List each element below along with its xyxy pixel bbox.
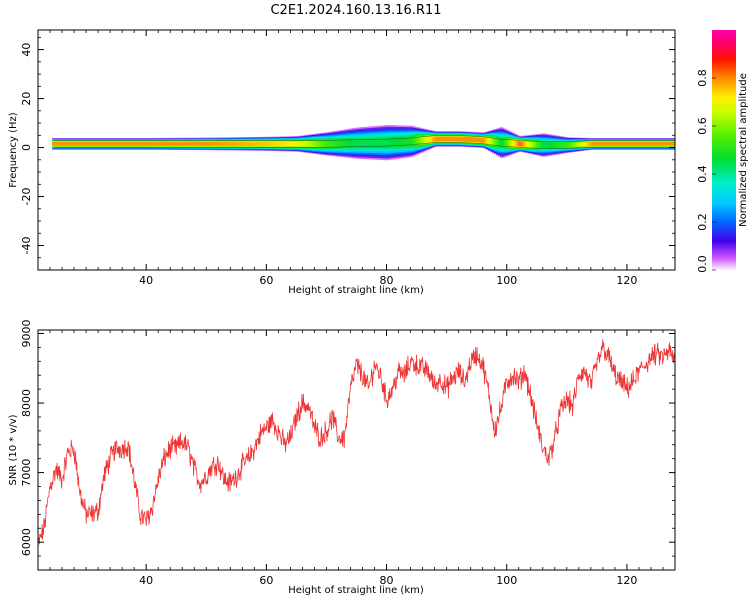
spectrogram-x-ticks: 40 60 80 100 120 <box>37 30 676 287</box>
snr-x-tick-label: 60 <box>259 574 273 587</box>
colorbar: 0.0 0.2 0.4 0.6 0.8 Normalized spectral ampl… <box>696 30 749 273</box>
spectrogram-y-ticks: -40 -20 0 20 40 <box>20 36 675 271</box>
colorbar-ticks: 0.0 0.2 0.4 0.6 0.8 <box>696 69 716 273</box>
spectrogram-y-tick-label: 0 <box>20 144 33 151</box>
colorbar-label: Normalized spectral amplitude <box>738 73 749 227</box>
snr-y-tick-label: 7000 <box>20 459 33 487</box>
spectrogram-x-tick-label: 100 <box>496 274 517 287</box>
snr-y-tick-label: 9000 <box>20 319 33 347</box>
snr-x-tick-label: 40 <box>139 574 153 587</box>
snr-x-tick-label: 80 <box>380 574 394 587</box>
spectrogram-x-tick-label: 80 <box>380 274 394 287</box>
spectrogram-y-label: Frequency (Hz) <box>8 112 19 188</box>
snr-x-ticks: 40 60 80 100 120 <box>37 330 676 587</box>
snr-y-label: SNR (10 * v/v) <box>8 414 19 485</box>
spectrogram-x-label: Height of straight line (km) <box>288 285 424 296</box>
spectrogram-x-tick-label: 120 <box>616 274 637 287</box>
spectrogram-frame <box>37 29 676 271</box>
snr-series-line <box>38 339 675 545</box>
snr-x-tick-label: 120 <box>616 574 637 587</box>
colorbar-tick-label: 0.8 <box>696 69 709 87</box>
spectrogram-panel: 40 60 80 100 120 -40 -20 0 20 40 Height of strai… <box>8 29 676 296</box>
colorbar-gradient <box>712 30 736 270</box>
spectrogram-x-tick-label: 40 <box>139 274 153 287</box>
spectrogram-y-tick-label: -20 <box>20 188 33 206</box>
figure-title: C2E1.2024.160.13.16.R11 <box>270 3 441 18</box>
spectrogram-band <box>52 125 675 161</box>
colorbar-tick-label: 0.0 <box>696 255 709 273</box>
colorbar-tick-label: 0.2 <box>696 213 709 231</box>
snr-frame <box>37 329 676 571</box>
spectrogram-y-tick-label: -40 <box>20 237 33 255</box>
snr-x-tick-label: 100 <box>496 574 517 587</box>
band-contour <box>54 135 674 142</box>
colorbar-tick-label: 0.6 <box>696 117 709 135</box>
spectrogram-x-tick-label: 60 <box>259 274 273 287</box>
snr-y-tick-label: 8000 <box>20 389 33 417</box>
band-contour <box>54 142 674 149</box>
spectrogram-y-tick-label: 20 <box>20 92 33 106</box>
snr-y-ticks: 6000 7000 8000 9000 <box>20 319 675 571</box>
snr-x-label: Height of straight line (km) <box>288 585 424 596</box>
colorbar-tick-label: 0.4 <box>696 165 709 183</box>
snr-y-tick-label: 6000 <box>20 528 33 556</box>
snr-panel: 40 60 80 100 120 6000 7000 8000 9000 Height of … <box>8 319 676 596</box>
spectrogram-y-tick-label: 40 <box>20 43 33 57</box>
